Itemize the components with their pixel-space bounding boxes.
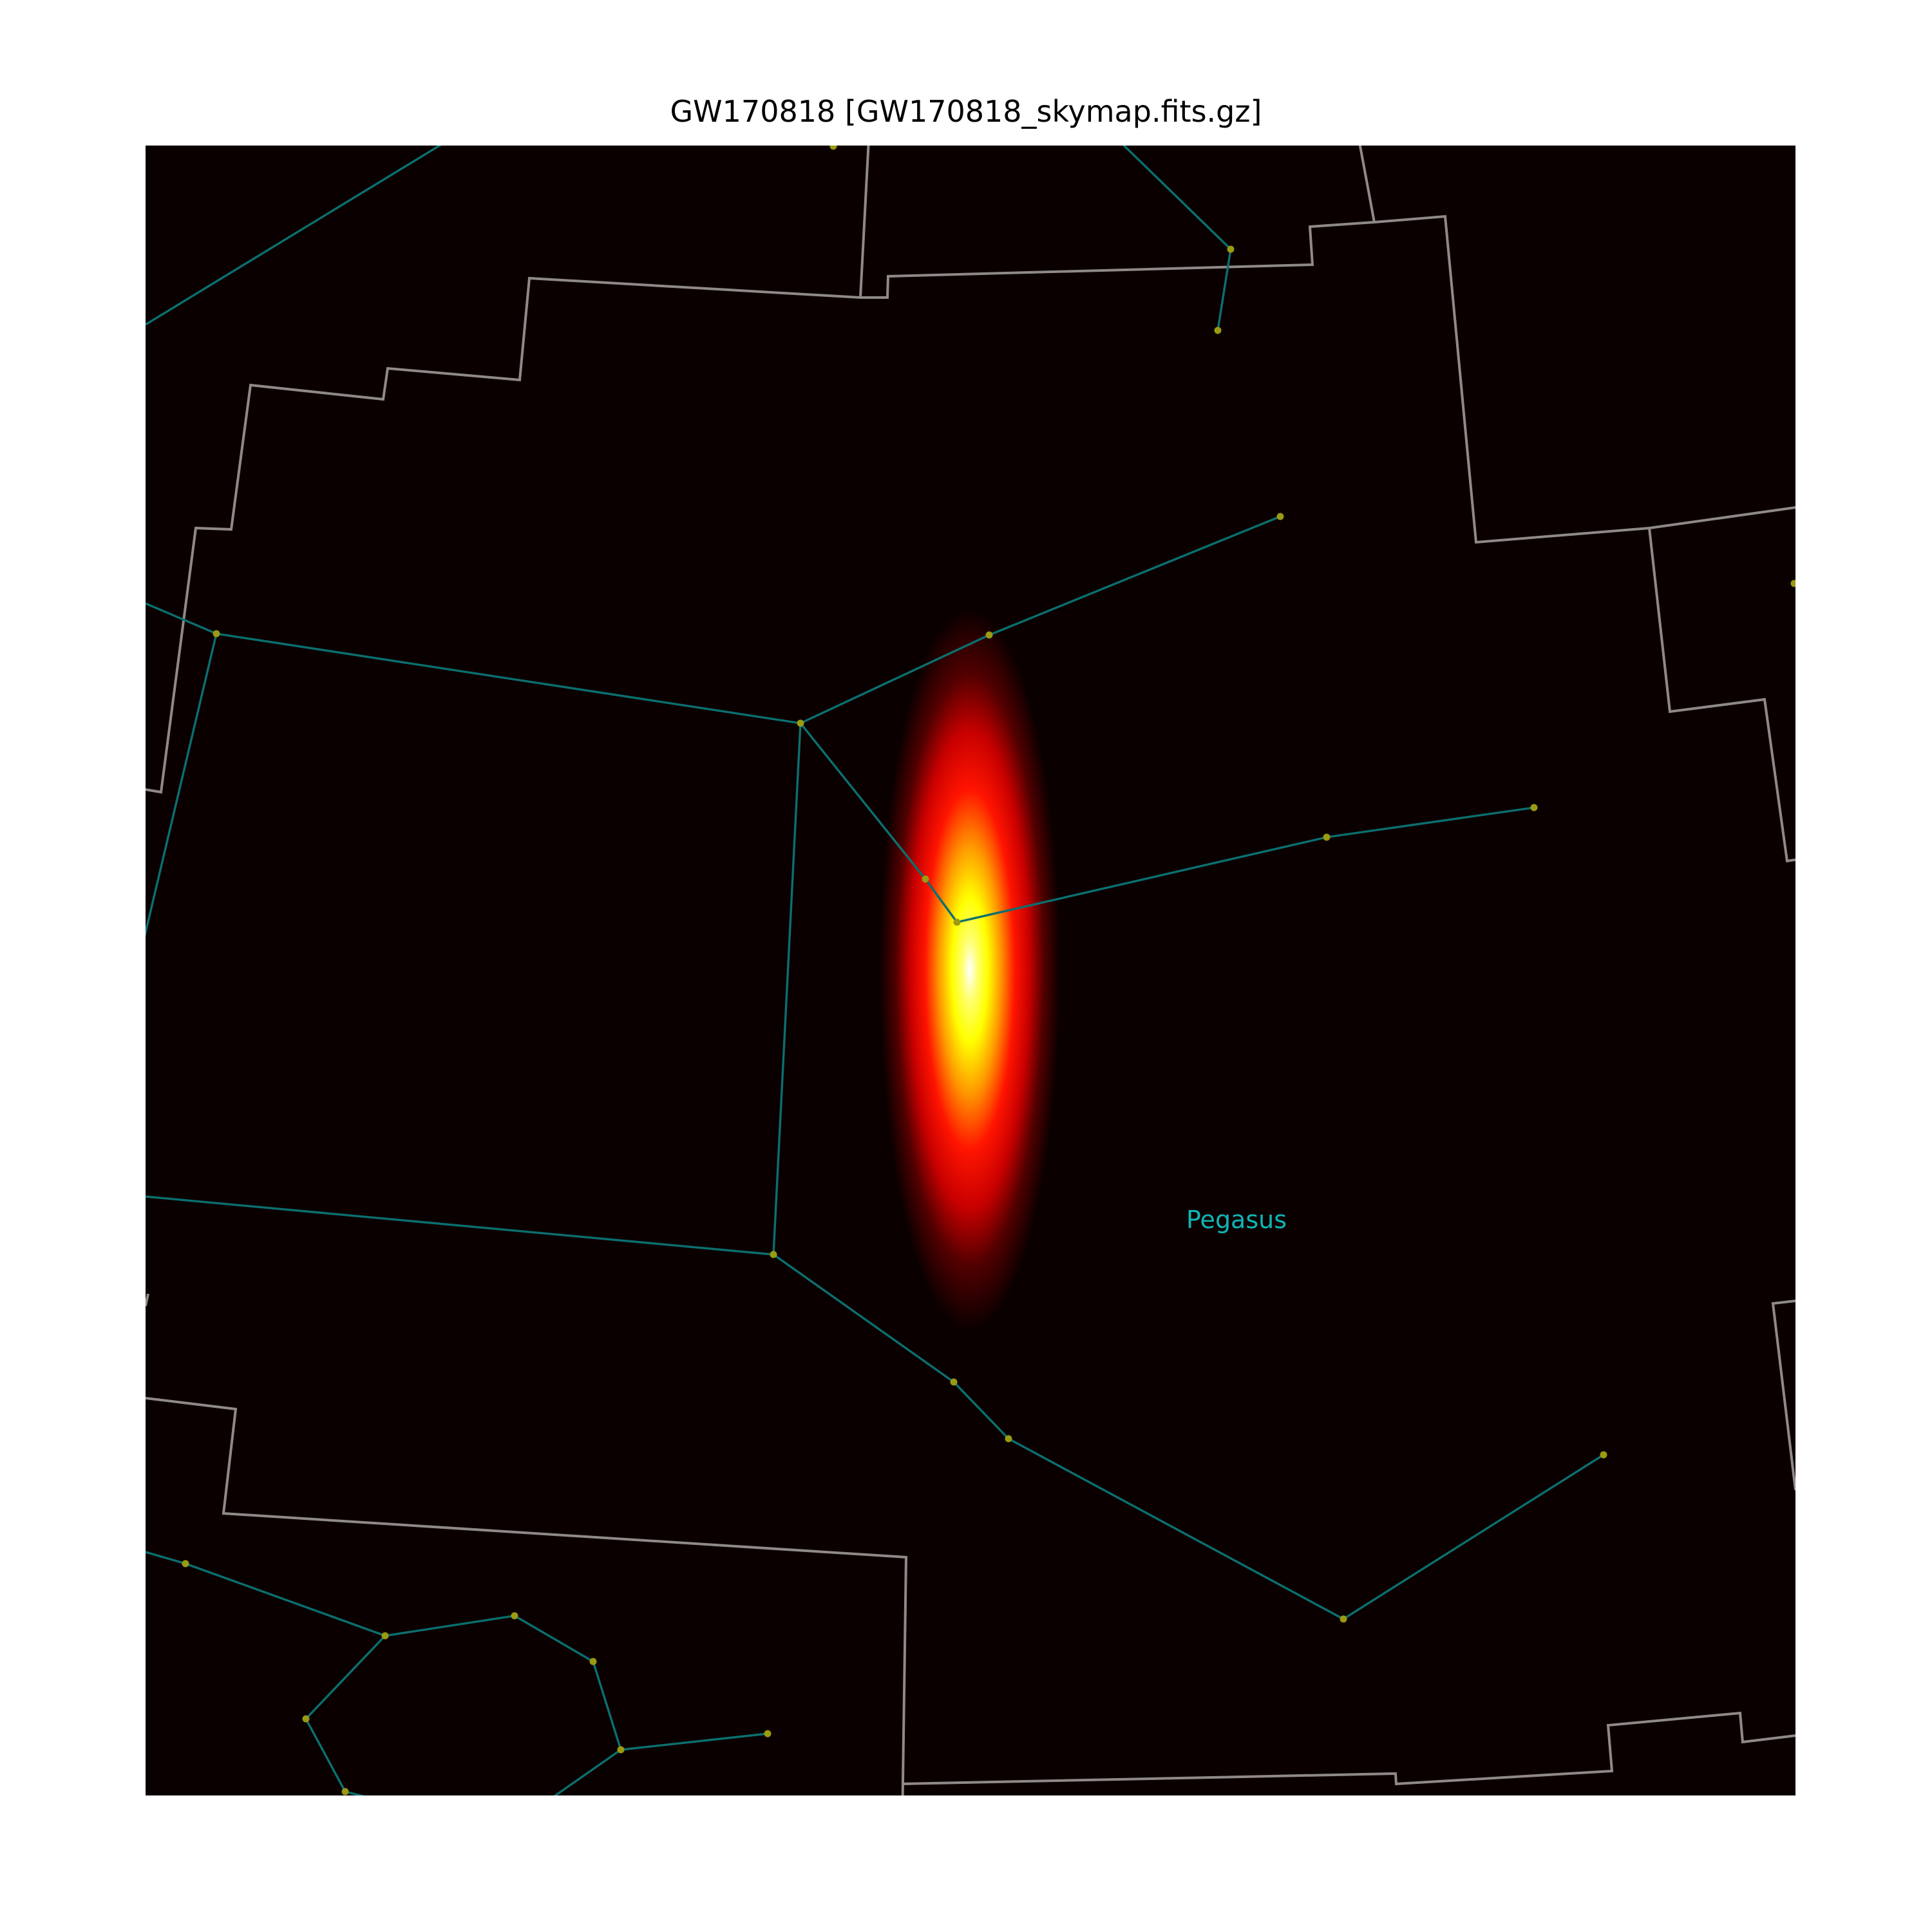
star: [953, 918, 961, 926]
stars: [182, 146, 1795, 1795]
star: [381, 1632, 389, 1640]
constellation-line: [146, 633, 218, 938]
constellation-label-pegasus: Pegasus: [1186, 1206, 1287, 1234]
star: [1530, 804, 1538, 811]
star: [213, 630, 220, 638]
star: [764, 1730, 772, 1738]
star: [950, 1378, 958, 1386]
star: [589, 1658, 597, 1665]
boundary-line: [902, 1711, 1795, 1786]
boundary-line: [1771, 1300, 1795, 1491]
constellation-boundaries: [146, 146, 1795, 1795]
star: [617, 1746, 625, 1754]
boundary-line: [146, 1397, 908, 1795]
constellation-line: [146, 146, 442, 326]
plot-title: GW170818 [GW170818_skymap.fits.gz]: [670, 94, 1262, 129]
constellation-line: [304, 1634, 386, 1795]
star: [1005, 1435, 1012, 1443]
star: [1790, 580, 1795, 587]
probability-density: [880, 609, 1060, 1331]
star: [341, 1788, 349, 1795]
constellation-line: [553, 1748, 621, 1795]
boundary-line: [1648, 527, 1795, 863]
boundary-line: [146, 1293, 149, 1307]
star: [1600, 1451, 1607, 1459]
skymap-panel: Pegasus: [146, 146, 1795, 1795]
star: [1276, 513, 1284, 520]
star: [182, 1560, 189, 1567]
star: [1227, 245, 1235, 253]
star: [985, 631, 993, 639]
star: [770, 1251, 777, 1258]
star: [797, 719, 804, 727]
skymap-canvas: Pegasus: [146, 146, 1795, 1795]
star: [922, 875, 929, 883]
star: [1214, 327, 1222, 334]
star: [302, 1715, 310, 1723]
star: [1323, 833, 1331, 841]
boundary-line: [1358, 146, 1376, 223]
star: [1340, 1615, 1347, 1623]
star: [829, 146, 837, 150]
boundary-line: [859, 146, 870, 298]
star: [511, 1612, 518, 1620]
